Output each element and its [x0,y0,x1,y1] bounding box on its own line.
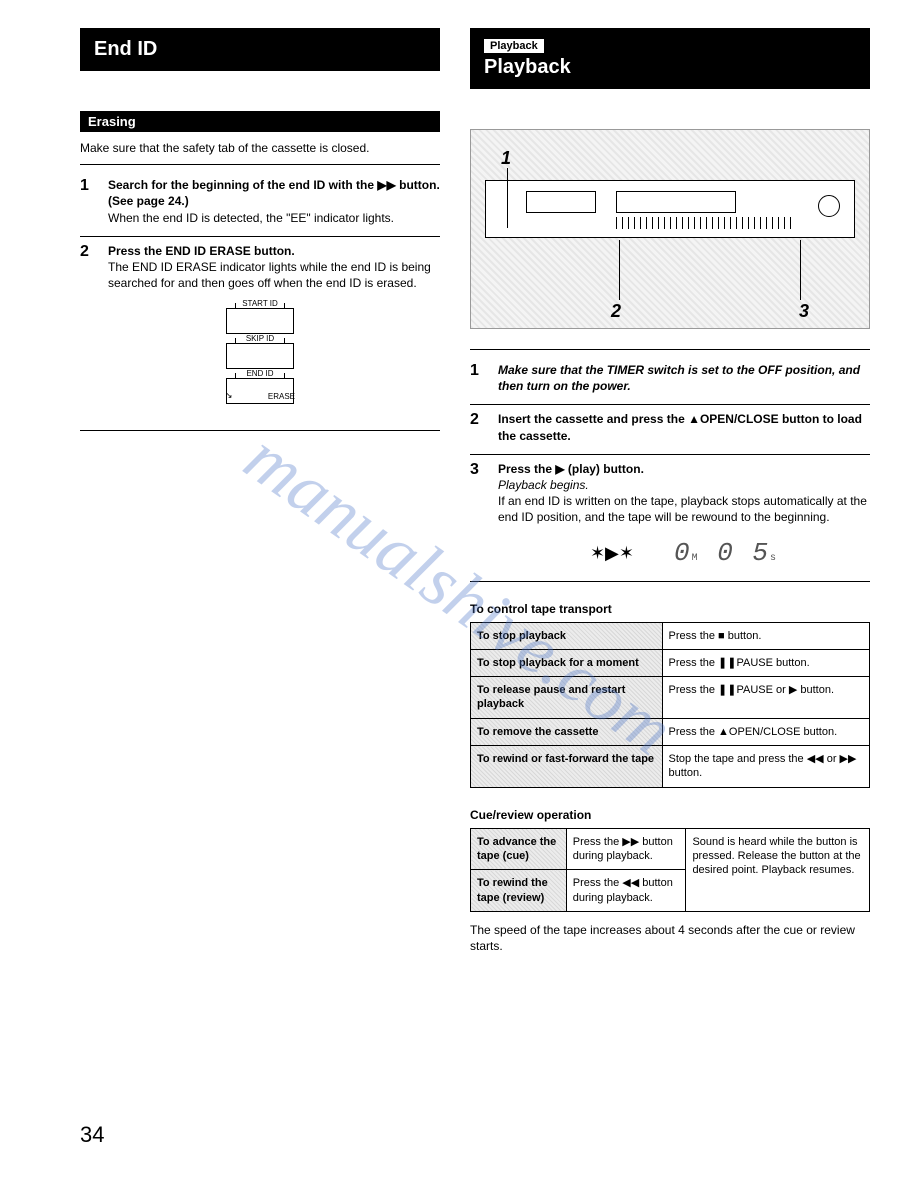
end-id-box: END ID ↘ ERASE [226,378,294,404]
transport-heading: To control tape transport [470,602,870,616]
right-step-2: 2 Insert the cassette and press the ▲OPE… [470,404,870,443]
rule [80,430,440,431]
page-number: 34 [80,1122,104,1148]
act-cell: Stop the tape and press the ◀◀ or ▶▶ but… [662,746,869,788]
table-row: To stop playback Press the ■ button. [471,622,870,649]
step-number: 3 [470,461,486,571]
left-title-bar: End ID [80,28,440,71]
act-cell: Press the ❚❚PAUSE or ▶ button. [662,677,869,719]
step-number: 1 [470,362,486,394]
step-lead: Insert the cassette and press the ▲OPEN/… [498,411,870,443]
step-text: If an end ID is written on the tape, pla… [498,493,870,525]
right-step-3: 3 Press the ▶ (play) button. Playback be… [470,454,870,571]
cassette-slot-icon [526,191,596,213]
footer-note: The speed of the tape increases about 4 … [470,922,870,954]
right-title: Playback [484,56,571,78]
end-id-label: END ID [246,369,273,378]
act-cell: Press the ■ button. [662,622,869,649]
step-body: Press the ▶ (play) button. Playback begi… [498,461,870,571]
step-body: Insert the cassette and press the ▲OPEN/… [498,411,870,443]
erase-label: ERASE [268,392,295,401]
callout-3: 3 [799,301,809,322]
callout-line [800,240,801,300]
transport-table: To stop playback Press the ■ button. To … [470,622,870,788]
op-cell: To stop playback for a moment [471,649,663,676]
op-cell: To release pause and restart playback [471,677,663,719]
step-number: 1 [80,177,96,226]
left-step-1: 1 Search for the beginning of the end ID… [80,171,440,226]
step-body: Search for the beginning of the end ID w… [108,177,440,226]
cue-table: To advance the tape (cue) Press the ▶▶ b… [470,828,870,912]
cue-heading: Cue/review operation [470,808,870,822]
op-cell: To remove the cassette [471,718,663,745]
step-number: 2 [470,411,486,443]
rule [470,349,870,350]
erasing-section-bar: Erasing [80,111,440,132]
table-row: To remove the cassette Press the ▲OPEN/C… [471,718,870,745]
arrow-icon: ↘ [225,390,233,401]
callout-2: 2 [611,301,621,322]
start-id-label: START ID [242,299,278,308]
table-row: To release pause and restart playback Pr… [471,677,870,719]
step-lead: Press the END ID ERASE button. [108,243,440,259]
op-cell: To advance the tape (cue) [471,828,567,870]
button-row-icon [616,217,796,229]
callout-1: 1 [501,148,511,169]
rule [80,164,440,165]
table-row: To stop playback for a moment Press the … [471,649,870,676]
step-text: The END ID ERASE indicator lights while … [108,259,440,291]
erasing-intro: Make sure that the safety tab of the cas… [80,140,440,156]
step-number: 2 [80,243,96,292]
step-lead: Search for the beginning of the end ID w… [108,177,440,209]
act-cell: Press the ◀◀ button during playback. [566,870,686,912]
left-column: End ID Erasing Make sure that the safety… [80,28,440,962]
digit-s: s [770,553,778,564]
display-icon [616,191,736,213]
device-body [485,180,855,238]
rule [470,581,870,582]
skip-id-label: SKIP ID [246,334,274,343]
act-cell: Press the ▶▶ button during playback. [566,828,686,870]
step-lead: Press the ▶ (play) button. [498,461,870,477]
right-step-1: 1 Make sure that the TIMER switch is set… [470,356,870,394]
start-id-box: START ID [226,308,294,334]
device-illustration: 1 2 3 [470,129,870,329]
step-body: Press the END ID ERASE button. The END I… [108,243,440,292]
digital-display: 0M 0 5s [674,536,778,571]
step-note: Playback begins. [498,477,870,493]
step-body: Make sure that the TIMER switch is set t… [498,362,870,394]
callout-line [619,240,620,300]
callout-line [507,168,508,228]
skip-id-box: SKIP ID [226,343,294,369]
id-diagram: START ID SKIP ID END ID ↘ ERASE [80,305,440,410]
play-burst-icon: ✶▶✶ [590,541,634,565]
digit-main: 0 [674,538,692,568]
op-cell: To rewind the tape (review) [471,870,567,912]
digit-m: M [692,553,700,564]
erasing-label: Erasing [88,114,136,129]
act-cell: Press the ▲OPEN/CLOSE button. [662,718,869,745]
act-cell: Press the ❚❚PAUSE button. [662,649,869,676]
page-columns: End ID Erasing Make sure that the safety… [80,28,878,962]
table-row: To advance the tape (cue) Press the ▶▶ b… [471,828,870,870]
step-text: When the end ID is detected, the "EE" in… [108,210,440,226]
playback-small-label: Playback [484,39,544,53]
left-step-2: 2 Press the END ID ERASE button. The END… [80,236,440,292]
step-lead: Make sure that the TIMER switch is set t… [498,362,870,394]
right-title-bar: Playback Playback [470,28,870,89]
result-cell: Sound is heard while the button is press… [686,828,870,911]
left-title: End ID [94,38,157,60]
table-row: To rewind or fast-forward the tape Stop … [471,746,870,788]
knob-icon [818,195,840,217]
digit-sec: 0 5 [717,538,770,568]
op-cell: To rewind or fast-forward the tape [471,746,663,788]
op-cell: To stop playback [471,622,663,649]
right-column: Playback Playback 1 2 3 1 Make sure that… [470,28,870,962]
